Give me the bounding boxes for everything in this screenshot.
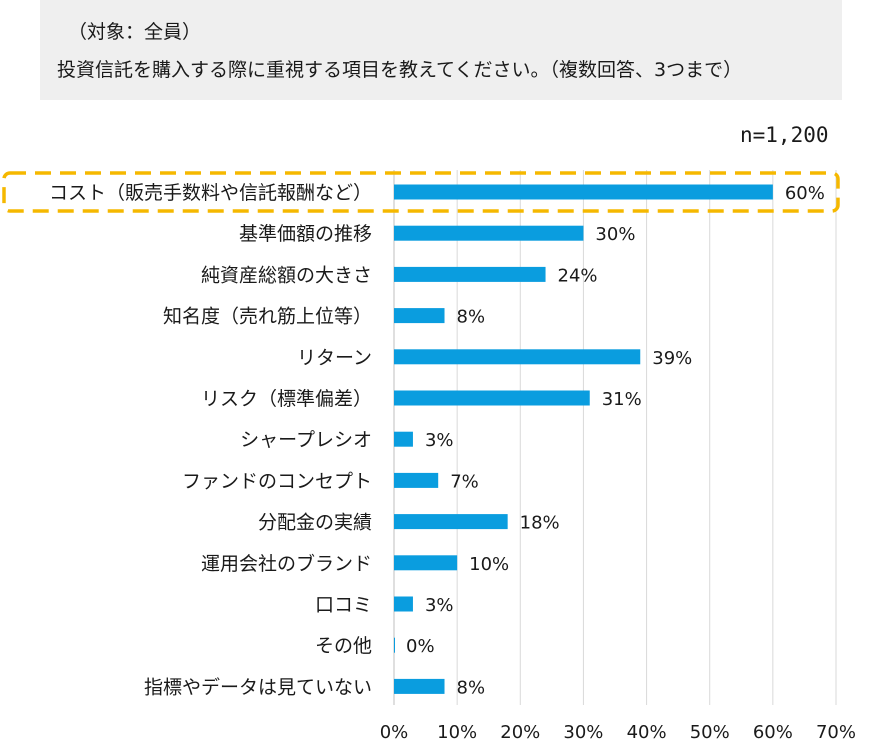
category-label: リターン (297, 347, 372, 369)
value-label: 39% (652, 348, 692, 369)
value-label: 30% (595, 224, 635, 245)
bar (394, 637, 395, 653)
x-tick-label: 70% (816, 722, 856, 743)
category-label: 基準価額の推移 (239, 223, 372, 245)
x-tick-label: 60% (753, 722, 793, 743)
value-label: 3% (425, 430, 454, 451)
value-label: 8% (457, 677, 486, 698)
bar (394, 390, 590, 406)
category-label: その他 (315, 635, 372, 657)
x-tick-label: 0% (380, 722, 409, 743)
category-label: 運用会社のブランド (201, 552, 372, 575)
value-label: 31% (602, 389, 642, 410)
bar (394, 472, 439, 488)
bar (394, 184, 773, 200)
category-label: 口コミ (315, 594, 372, 616)
sample-size: n=1,200 (740, 123, 829, 147)
category-label: 分配金の実績 (258, 512, 372, 534)
x-tick-label: 10% (437, 722, 477, 743)
value-label: 24% (558, 265, 598, 286)
category-label: ファンドのコンセプト (182, 470, 372, 492)
highlight-frame (2, 171, 840, 213)
category-label: 知名度（売れ筋上位等） (163, 306, 372, 328)
value-label: 8% (457, 307, 486, 328)
bar (394, 678, 445, 694)
bar (394, 266, 546, 282)
value-label: 18% (520, 513, 560, 534)
category-label: 純資産総額の大きさ (201, 264, 372, 286)
x-tick-label: 30% (563, 722, 603, 743)
question-box (40, 0, 842, 100)
x-tick-label: 50% (690, 722, 730, 743)
category-label: リスク（標準偏差） (201, 388, 372, 410)
value-label: 3% (425, 595, 454, 616)
x-tick-label: 20% (500, 722, 540, 743)
x-tick-label: 40% (627, 722, 667, 743)
bar (394, 349, 641, 365)
value-label: 60% (785, 183, 825, 204)
bar (394, 514, 508, 530)
category-label: シャープレシオ (240, 429, 372, 451)
question-text: 投資信託を購入する際に重視する項目を教えてください。（複数回答、3つまで） (57, 59, 743, 81)
value-label: 0% (406, 636, 435, 657)
value-label: 7% (450, 471, 479, 492)
value-label: 10% (469, 554, 509, 575)
bar (394, 225, 584, 241)
question-target: （対象：全員） (68, 21, 202, 43)
category-label: 指標やデータは見ていない (144, 676, 372, 698)
bar (394, 555, 458, 571)
bar (394, 431, 413, 447)
category-label: コスト（販売手数料や信託報酬など） (49, 182, 372, 204)
bar (394, 596, 413, 612)
bar (394, 308, 445, 324)
